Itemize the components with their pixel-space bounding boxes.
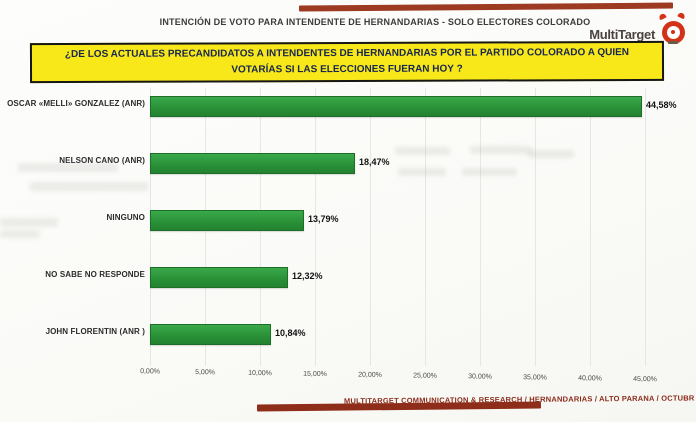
bleed-through-artifact <box>0 230 40 238</box>
x-axis-tick-label: 30,00% <box>468 373 492 381</box>
x-axis-tick-label: 25,00% <box>413 372 437 380</box>
value-bar <box>150 324 271 345</box>
bleed-through-artifact <box>18 163 118 172</box>
gridline <box>480 88 481 366</box>
bleed-through-artifact <box>398 168 446 176</box>
bleed-through-artifact <box>470 146 532 154</box>
page-title: INTENCIÓN DE VOTO PARA INTENDENTE DE HER… <box>159 17 591 27</box>
value-label: 12,32% <box>292 271 323 281</box>
survey-question-line2: VOTARÍAS SI LAS ELECCIONES FUERAN HOY ? <box>231 63 463 76</box>
top-red-divider <box>298 2 674 12</box>
x-axis-tick-label: 10,00% <box>248 369 272 378</box>
survey-question-line1: ¿DE LOS ACTUALES PRECANDIDATOS A INTENDE… <box>64 47 630 60</box>
value-bar <box>150 210 304 231</box>
value-bar <box>150 267 288 288</box>
bleed-through-artifact <box>0 218 58 227</box>
horizontal-bar-chart: OSCAR «MELLI» GONZALEZ (ANR) 44,58% NELSON… <box>0 80 696 383</box>
multitarget-logo-text: MultiTarget <box>589 26 655 42</box>
footer-credit: MULTITARGET COMMUNICATION & RESEARCH / H… <box>343 393 695 406</box>
category-label: JOHN FLORENTIN (ANR ) <box>45 327 145 336</box>
category-label: OSCAR «MELLI» GONZALEZ (ANR) <box>7 99 145 108</box>
gridline <box>315 88 316 366</box>
category-label: NINGUNO <box>106 213 145 222</box>
bleed-through-artifact <box>528 150 574 158</box>
survey-question-banner: ¿DE LOS ACTUALES PRECANDIDATOS A INTENDE… <box>29 40 665 84</box>
value-label: 10,84% <box>275 328 306 338</box>
x-axis-tick-label: 20,00% <box>358 371 382 379</box>
x-axis-tick-label: 15,00% <box>303 370 327 379</box>
bleed-through-artifact <box>462 168 517 176</box>
x-axis-tick-label: 35,00% <box>523 374 547 382</box>
bleed-through-artifact <box>30 182 148 191</box>
x-axis: 0,00% 5,00% 10,00% 15,00% 20,00% 25,00% 30,00%… <box>0 366 696 391</box>
multitarget-logo-icon <box>658 11 688 46</box>
bar-row: NELSON CANO (ANR) 18,47% <box>0 153 696 174</box>
bar-row: NINGUNO 13,79% <box>0 210 696 231</box>
bar-row: JOHN FLORENTIN (ANR ) 10,84% <box>0 324 696 345</box>
gridline <box>425 88 426 366</box>
value-bar <box>150 96 642 117</box>
x-axis-tick-label: 0,00% <box>140 368 161 376</box>
multitarget-logo: MultiTarget <box>589 11 688 46</box>
bar-row: OSCAR «MELLI» GONZALEZ (ANR) 44,58% <box>0 96 696 117</box>
value-bar <box>150 153 355 174</box>
x-axis-tick-label: 45,00% <box>633 375 657 384</box>
x-axis-tick-label: 40,00% <box>578 375 602 383</box>
gridline <box>370 88 371 366</box>
bleed-through-artifact <box>395 147 450 155</box>
category-label: NO SABE NO RESPONDE <box>45 270 145 279</box>
value-label: 18,47% <box>359 157 390 167</box>
x-axis-tick-label: 5,00% <box>195 369 216 377</box>
value-label: 13,79% <box>308 214 339 224</box>
value-label: 44,58% <box>646 100 677 110</box>
gridline <box>645 88 646 366</box>
gridline <box>590 88 591 366</box>
category-label: NELSON CANO (ANR) <box>59 156 145 165</box>
bar-row: NO SABE NO RESPONDE 12,32% <box>0 267 696 288</box>
gridline <box>535 88 536 366</box>
